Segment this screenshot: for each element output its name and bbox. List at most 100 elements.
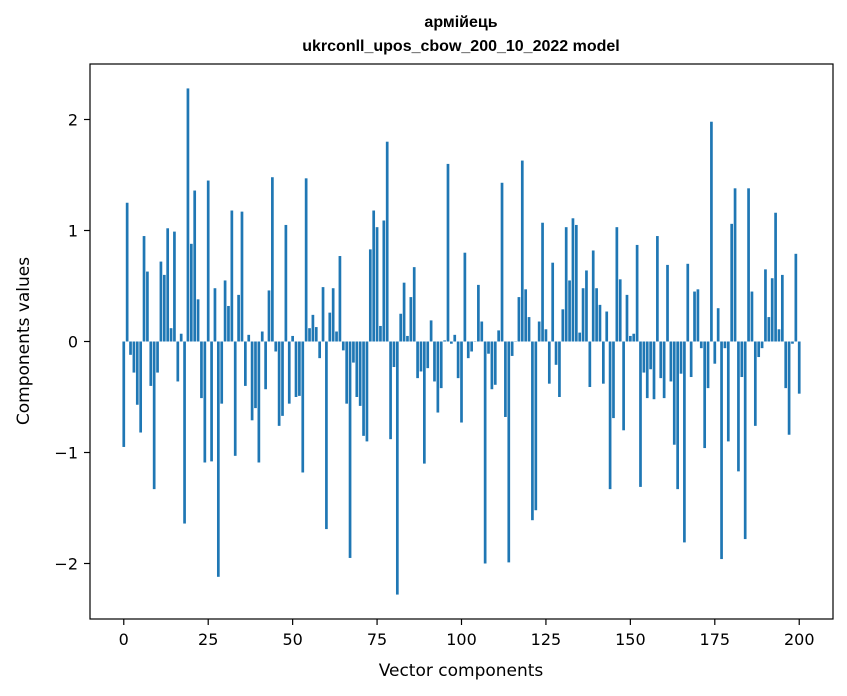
bar-110 <box>493 341 497 385</box>
bar-166 <box>683 341 686 543</box>
bar-131 <box>564 227 568 342</box>
bar-20 <box>189 243 193 342</box>
bar-35 <box>240 211 244 342</box>
bar-10 <box>156 341 159 373</box>
bar-95 <box>443 340 446 342</box>
bar-48 <box>284 224 288 342</box>
bar-126 <box>547 341 551 384</box>
bar-158 <box>656 236 659 342</box>
bar-92 <box>433 341 436 382</box>
bar-194 <box>777 329 781 342</box>
bar-165 <box>679 341 683 374</box>
bar-150 <box>629 335 632 342</box>
bar-97 <box>450 341 453 344</box>
bar-76 <box>379 325 382 342</box>
bar-29 <box>220 341 224 404</box>
bar-171 <box>699 341 703 349</box>
x-tick-label: 175 <box>700 630 731 649</box>
bar-50 <box>291 335 294 342</box>
bar-179 <box>726 341 730 442</box>
bar-182 <box>737 341 740 472</box>
bar-187 <box>753 341 757 426</box>
bar-24 <box>203 341 207 463</box>
x-tick-label: 150 <box>615 630 646 649</box>
bar-123 <box>537 321 541 342</box>
bar-41 <box>260 331 264 342</box>
bar-103 <box>470 341 473 352</box>
bar-67 <box>348 341 352 558</box>
bar-164 <box>676 341 679 490</box>
bar-114 <box>507 341 511 563</box>
y-tick-label: 0 <box>68 333 78 352</box>
bar-190 <box>764 269 767 342</box>
bar-120 <box>527 317 531 342</box>
bar-133 <box>571 218 575 342</box>
bar-1 <box>125 202 129 342</box>
bar-80 <box>392 341 396 368</box>
bar-99 <box>456 341 460 379</box>
bar-106 <box>480 321 484 342</box>
bar-43 <box>267 290 271 342</box>
bar-112 <box>500 182 504 342</box>
bar-6 <box>142 236 146 342</box>
bar-28 <box>216 341 220 577</box>
bar-2 <box>129 341 132 355</box>
bar-119 <box>524 289 528 342</box>
bar-173 <box>706 341 710 389</box>
bars-group <box>122 88 801 595</box>
bar-83 <box>402 282 406 342</box>
bar-11 <box>159 261 163 342</box>
bar-183 <box>740 341 744 378</box>
bar-198 <box>791 341 794 344</box>
bar-122 <box>534 341 538 511</box>
bar-135 <box>578 332 582 342</box>
x-tick-label: 0 <box>119 630 129 649</box>
bar-34 <box>237 294 240 342</box>
bar-148 <box>622 341 625 431</box>
bar-91 <box>429 320 433 342</box>
bar-143 <box>605 311 609 342</box>
bar-15 <box>173 231 176 342</box>
bar-177 <box>720 341 723 560</box>
bar-56 <box>311 314 315 342</box>
bar-82 <box>399 313 403 342</box>
bar-124 <box>541 222 544 342</box>
bar-161 <box>666 264 669 342</box>
bar-64 <box>338 256 342 342</box>
bar-66 <box>345 341 349 404</box>
bar-7 <box>146 271 149 342</box>
bar-113 <box>504 341 507 417</box>
bar-181 <box>733 188 737 342</box>
bar-155 <box>645 341 649 399</box>
bar-154 <box>642 341 646 373</box>
bar-78 <box>385 141 389 342</box>
bar-85 <box>409 297 413 342</box>
bar-81 <box>395 341 399 595</box>
bar-60 <box>325 341 328 530</box>
bar-39 <box>254 341 257 409</box>
bar-109 <box>490 341 494 390</box>
bar-149 <box>625 294 629 342</box>
bar-172 <box>703 341 707 449</box>
bar-127 <box>551 262 555 342</box>
bar-134 <box>574 224 578 342</box>
bar-86 <box>412 267 416 342</box>
x-tick-label: 125 <box>531 630 562 649</box>
bar-157 <box>652 341 656 400</box>
bar-170 <box>696 289 700 342</box>
x-tick-label: 100 <box>446 630 477 649</box>
bar-191 <box>767 317 771 342</box>
bar-100 <box>460 341 463 423</box>
bar-9 <box>152 341 156 490</box>
bar-101 <box>463 252 467 342</box>
bar-55 <box>308 328 311 342</box>
bar-49 <box>287 341 291 404</box>
bar-139 <box>591 250 595 342</box>
bar-65 <box>341 341 345 351</box>
bar-0 <box>122 341 126 447</box>
bar-102 <box>466 341 470 359</box>
bar-74 <box>372 210 376 342</box>
bar-162 <box>669 341 673 382</box>
bar-185 <box>747 188 750 342</box>
